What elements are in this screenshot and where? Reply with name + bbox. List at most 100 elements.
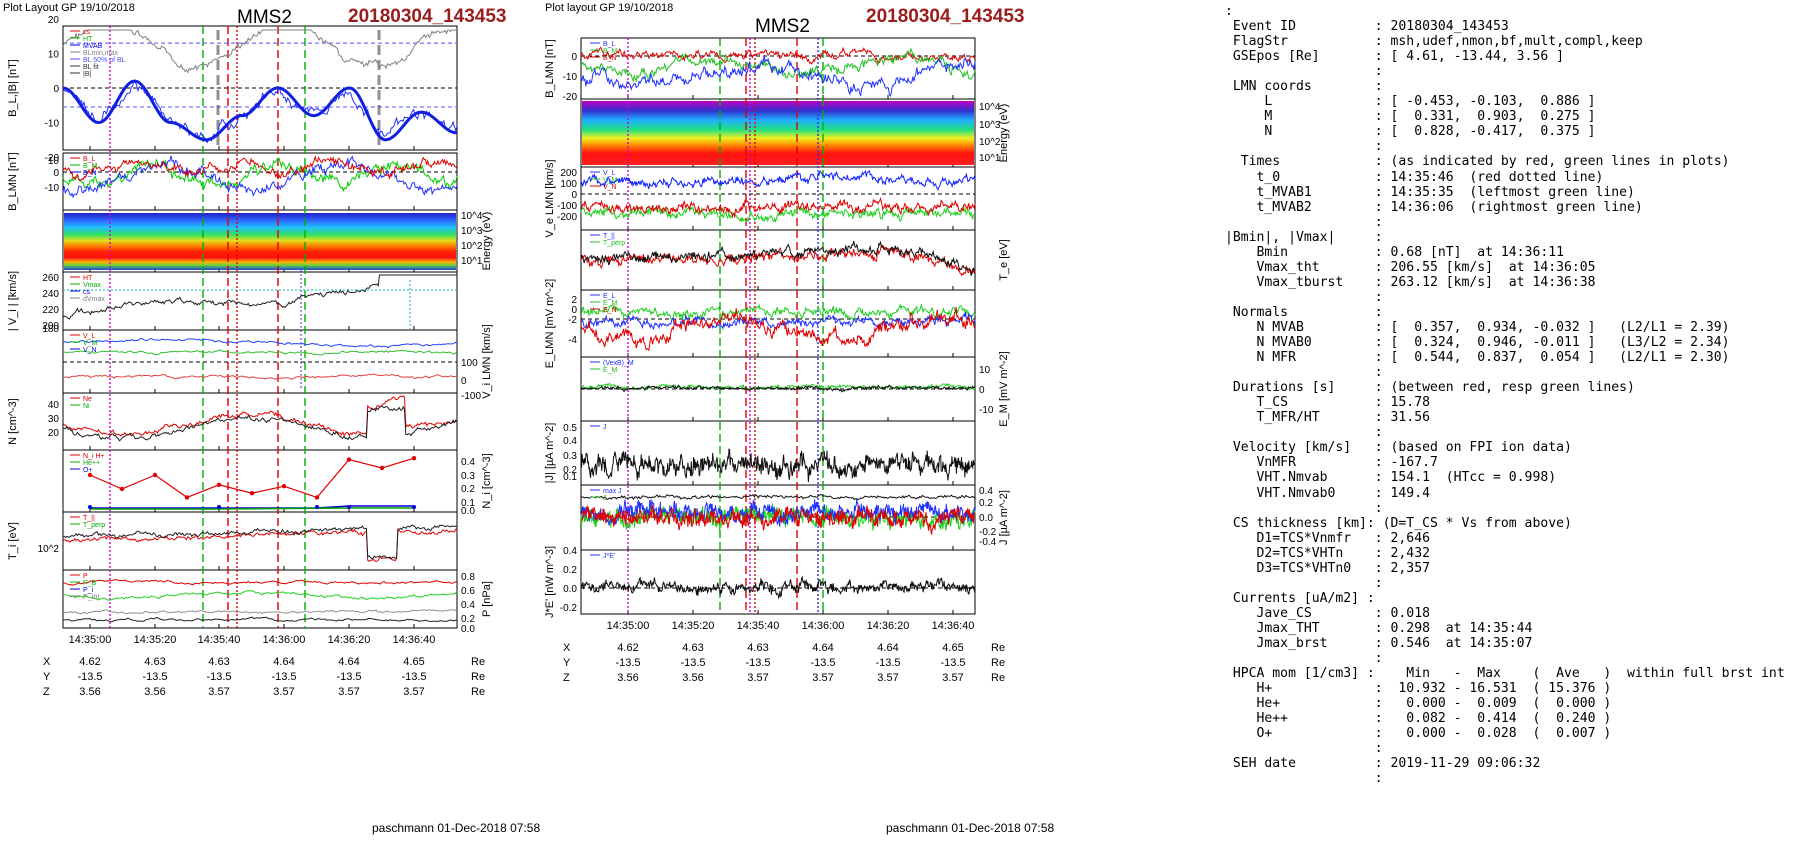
info-line: FlagStr : msh,udef,nmon,bf,mult,compl,ke… — [1232, 34, 1643, 50]
legend-label: E_M — [603, 367, 618, 374]
legend-label: E_L — [603, 293, 616, 300]
bm-line — [62, 154, 458, 182]
y-tick-label-right: 10^1 — [461, 256, 483, 267]
y-tick-label: 0.4 — [563, 546, 577, 557]
y-tick-label: 0 — [571, 52, 577, 63]
legend-label: dVmax — [83, 296, 105, 303]
y-tick-label-right: 0.3 — [461, 471, 475, 482]
legend-label: E_M — [603, 300, 618, 307]
y-axis-label: B_LMN [nT] — [544, 39, 556, 98]
energy-spectrogram — [582, 101, 974, 165]
o-point — [412, 505, 416, 509]
info-line: He++ : 0.082 - 0.414 ( 0.240 ) — [1256, 711, 1612, 727]
legend-label: V_M — [83, 340, 98, 347]
legend-label: Ne — [83, 396, 92, 403]
info-line: Event ID : 20180304_143453 — [1232, 19, 1509, 35]
he-point — [281, 484, 287, 489]
he-point — [87, 472, 93, 478]
info-line: N : [ 0.828, -0.417, 0.375 ] — [1264, 124, 1596, 140]
y-tick-label: -20 — [563, 92, 578, 103]
info-line: Jmax_brst : 0.546 at 14:35:07 — [1256, 635, 1533, 651]
info-line: t_MVAB2 : 14:36:06 (rightmost green line… — [1256, 199, 1643, 215]
y-tick-label: 10 — [48, 156, 60, 167]
je-line — [580, 575, 976, 600]
info-line: t_0 : 14:35:46 (red dotted line) — [1256, 169, 1604, 185]
bl-line — [62, 155, 458, 199]
info-line: VHT.Nmvab : 154.1 (HTcc = 0.998) — [1256, 470, 1557, 486]
legend-label: N_i H+ — [83, 453, 105, 460]
coord-value: 3.56 — [682, 672, 704, 684]
coord-unit: Re — [991, 642, 1006, 654]
legend-label: BL fit — [83, 64, 99, 71]
legend-label: (VexB)_M — [603, 360, 634, 367]
vl-line — [62, 337, 458, 349]
panel-frame — [580, 37, 976, 100]
coord-value: 4.63 — [747, 642, 769, 654]
info-line: T_MFR/HT : 31.56 — [1256, 410, 1430, 426]
info-line: LMN coords : — [1232, 79, 1383, 95]
o-point — [315, 505, 319, 509]
y-tick-label-right: 0.6 — [461, 586, 475, 597]
panel-frame — [62, 392, 458, 451]
y-tick-label: -100 — [557, 201, 577, 212]
bl-fit-line — [62, 79, 457, 142]
y-tick-label: 10^2 — [38, 544, 60, 555]
info-line: Jmax_THT : 0.298 at 14:35:44 — [1256, 620, 1533, 636]
y-tick-label: -2 — [568, 315, 577, 326]
y-axis-label: J*E' [nW m^-3] — [544, 546, 556, 618]
h-line — [90, 507, 414, 510]
coord-value: 3.57 — [208, 686, 230, 698]
info-line: Vmax_tburst : 263.12 [km/s] at 14:36:38 — [1256, 274, 1596, 290]
p-line — [62, 590, 458, 601]
coord-value: 4.65 — [942, 642, 964, 654]
o-point — [347, 505, 351, 509]
em-line — [580, 382, 976, 392]
info-line: T_CS : 15.78 — [1256, 395, 1430, 411]
info-line: Currents [uA/m2] : — [1232, 590, 1375, 606]
y-tick-label: -10 — [563, 72, 578, 83]
coord-row-label: X — [563, 642, 571, 654]
coord-value: -13.5 — [745, 657, 771, 669]
y-tick-label-right: 0 — [979, 385, 985, 396]
y-tick-label-right: -0.4 — [979, 537, 997, 548]
coord-value: 3.57 — [338, 686, 360, 698]
legend-label: T_perp — [603, 240, 625, 247]
info-line: D3=TCS*VHTn0 : 2,357 — [1256, 560, 1430, 576]
info-line: H+ : 10.932 - 16.531 ( 15.376 ) — [1256, 681, 1612, 697]
time-tick-label: 14:35:40 — [736, 620, 780, 632]
legend-label: Ni — [83, 403, 90, 410]
o-point — [217, 505, 221, 509]
legend-label: J — [603, 424, 607, 431]
y-axis-label: V_e LMN [km/s] — [544, 159, 556, 237]
legend-label: P — [83, 573, 88, 580]
legend-label: |B| — [83, 71, 91, 78]
legend-label: B_L — [603, 41, 616, 48]
vm-line — [62, 349, 458, 356]
legend-label: cs — [83, 29, 91, 36]
info-line: N MVAB0 : [ 0.324, 0.946, -0.011 ] (L3/L… — [1256, 335, 1730, 351]
y-tick-label: 220 — [42, 305, 59, 316]
info-line: D2=TCS*VHTn : 2,432 — [1256, 545, 1430, 561]
coord-value: 4.65 — [403, 656, 425, 668]
panel-frame — [62, 449, 458, 513]
legend-label: Vmax — [83, 282, 101, 289]
y-tick-label-right: 10^2 — [979, 137, 1001, 148]
he-point — [249, 491, 255, 496]
coord-value: 3.57 — [403, 686, 425, 698]
legend-label: T_|| — [603, 233, 615, 240]
y-tick-label: 260 — [42, 273, 59, 284]
y-tick-label: 40 — [48, 400, 60, 411]
legend-label: cs — [83, 289, 91, 296]
panel-frame — [62, 569, 458, 629]
em-line — [580, 303, 976, 321]
y-tick-label: 0.1 — [563, 472, 577, 483]
y-tick-label: 0 — [53, 84, 59, 95]
y-tick-label: 0 — [571, 305, 577, 316]
y-tick-label: 20 — [48, 15, 60, 26]
coord-value: -13.5 — [77, 671, 103, 683]
legend-label: T_|| — [83, 515, 95, 522]
info-line: : — [1374, 771, 1383, 787]
coord-row-label: X — [43, 656, 51, 668]
y-tick-label-right: 10^1 — [979, 153, 1001, 164]
